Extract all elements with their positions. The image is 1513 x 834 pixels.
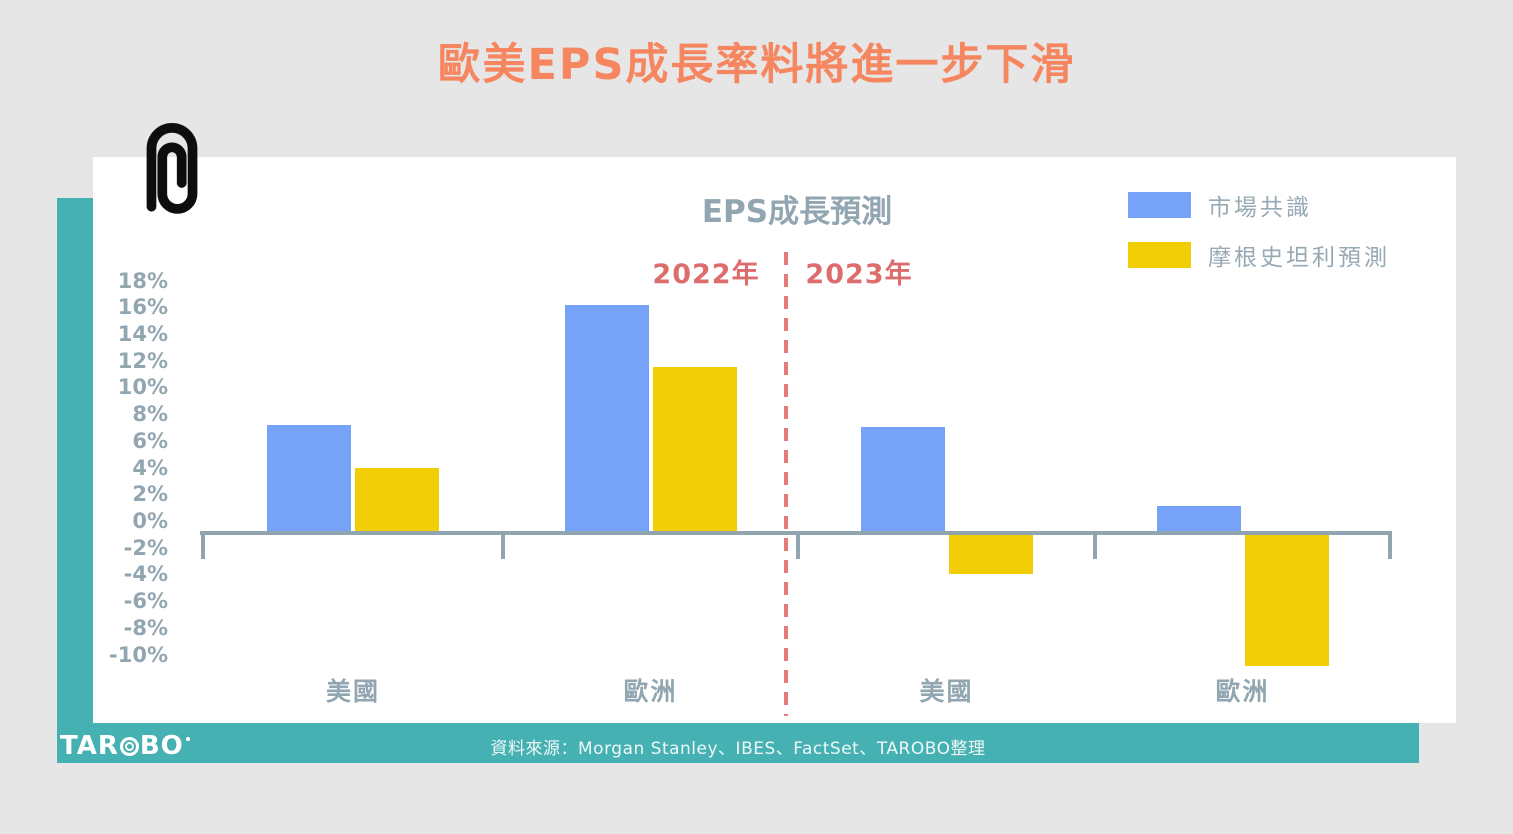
bar-consensus-0 — [267, 425, 351, 531]
x-axis-tick — [1093, 531, 1097, 559]
y-axis-tick-label: 6% — [132, 428, 168, 453]
bar-consensus-3 — [1156, 505, 1241, 531]
bar-morgan-stanley-1 — [652, 366, 737, 531]
chart-legend: 市場共識 摩根史坦利預測 — [1128, 188, 1390, 272]
tarobo-logo-prefix: TAR — [60, 731, 119, 761]
bar-morgan-stanley-3 — [1244, 535, 1329, 666]
y-axis-tick-label: 4% — [132, 455, 168, 480]
group-label-2023: 2023年 — [805, 259, 913, 290]
bar-morgan-stanley-0 — [355, 468, 439, 531]
y-axis-tick-label: -4% — [123, 562, 168, 587]
y-axis-tick-label: 0% — [132, 509, 168, 533]
paperclip-icon — [146, 123, 198, 214]
y-axis-tick-label: 8% — [132, 402, 168, 427]
category-label: 美國 — [325, 677, 380, 706]
source-attribution: 資料來源：Morgan Stanley、IBES、FactSet、TAROBO整… — [490, 739, 986, 759]
category-label: 美國 — [919, 677, 974, 706]
legend-swatch-consensus — [1128, 192, 1191, 218]
y-axis-tick-label: 18% — [117, 268, 168, 293]
y-axis-tick-label: -6% — [123, 589, 168, 614]
page-title: 歐美EPS成長率料將進一步下滑 — [437, 40, 1076, 90]
bar-morgan-stanley-2 — [948, 535, 1033, 574]
tarobo-logo-suffix: BO — [139, 731, 184, 761]
bar-consensus-1 — [564, 305, 649, 531]
legend-swatch-morgan-stanley — [1128, 242, 1191, 268]
year-divider-dashed-line — [784, 252, 788, 716]
y-axis-tick-label: -8% — [123, 615, 168, 640]
legend-item-morgan-stanley: 摩根史坦利預測 — [1128, 238, 1390, 272]
bar-consensus-2 — [860, 426, 945, 531]
y-axis-tick-label: 16% — [117, 295, 168, 320]
category-label: 歐洲 — [623, 677, 678, 706]
y-axis-tick-label: -10% — [109, 642, 168, 667]
legend-item-consensus: 市場共識 — [1128, 188, 1390, 222]
x-axis-tick — [201, 531, 205, 559]
chart-title: EPS成長預測 — [701, 194, 893, 230]
category-label: 歐洲 — [1215, 677, 1270, 706]
y-axis-tick-label: 10% — [117, 375, 168, 400]
x-axis-tick — [796, 531, 800, 559]
group-label-2022: 2022年 — [652, 259, 760, 290]
y-axis-tick-label: -2% — [123, 535, 168, 560]
legend-label-consensus: 市場共識 — [1208, 195, 1312, 221]
legend-label-morgan-stanley: 摩根史坦利預測 — [1208, 245, 1390, 271]
y-axis-tick-label: 14% — [117, 321, 168, 346]
y-axis-tick-label: 2% — [132, 482, 168, 507]
x-axis-tick — [501, 531, 505, 559]
x-axis-tick — [1388, 531, 1392, 559]
tarobo-logo: TAR BO — [60, 731, 190, 761]
tarobo-logo-dot — [185, 737, 190, 741]
tarobo-logo-o-icon — [119, 736, 139, 756]
y-axis-tick-label: 12% — [117, 348, 168, 373]
